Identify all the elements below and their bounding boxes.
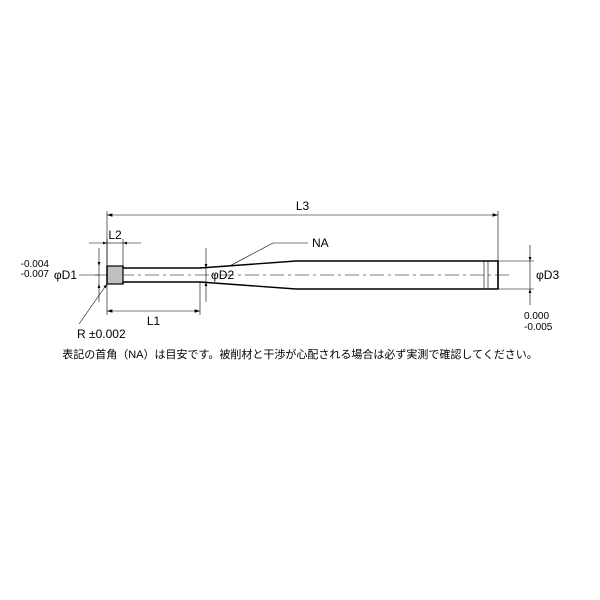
tol-D3-lower: -0.005 — [524, 322, 553, 333]
tol-D3-upper: 0.000 — [524, 311, 549, 322]
dim-L3: L3 — [296, 199, 310, 213]
tol-D1-lower: -0.007 — [21, 269, 50, 280]
dim-L1: L1 — [147, 314, 161, 328]
cutting-tip — [107, 266, 123, 284]
dim-L2: L2 — [108, 228, 122, 242]
dim-phiD3: φD3 — [536, 268, 559, 282]
dim-phiD1: φD1 — [54, 268, 77, 282]
tool-drawing: L3L2L1NAφD2φD1-0.004-0.007φD30.000-0.005… — [0, 0, 600, 600]
footnote: 表記の首角（NA）は目安です。被削材と干渉が心配される場合は必ず実測で確認してく… — [62, 347, 538, 361]
dim-R: R ±0.002 — [77, 327, 126, 341]
dim-NA: NA — [312, 236, 329, 250]
dim-phiD2: φD2 — [211, 268, 234, 282]
